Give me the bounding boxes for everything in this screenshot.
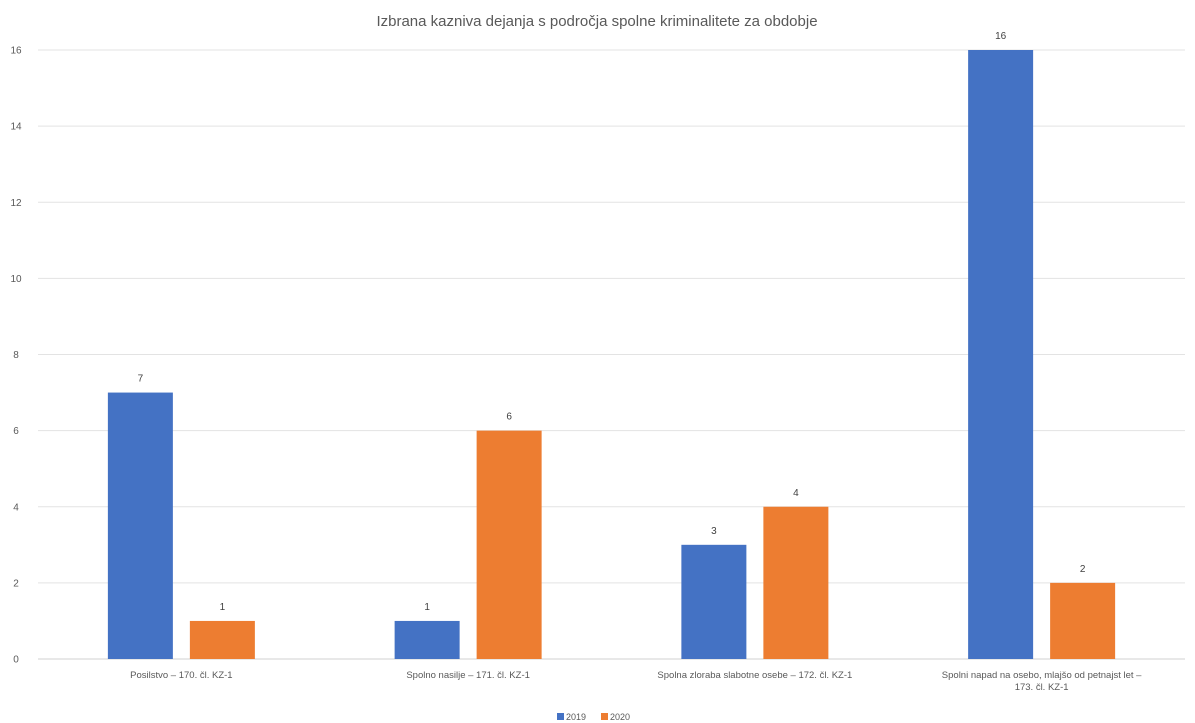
y-tick-label: 14 — [10, 122, 22, 133]
y-tick-label: 6 — [13, 426, 19, 437]
data-label-2020-4: 2 — [1080, 564, 1086, 575]
data-label-2019-2: 1 — [424, 602, 430, 613]
legend-label: 2020 — [610, 712, 630, 722]
y-tick-label: 12 — [10, 198, 22, 209]
y-tick-label: 4 — [13, 502, 19, 513]
bar-2019-1 — [107, 392, 173, 659]
data-label-2019-1: 7 — [138, 374, 144, 385]
bar-2020-4 — [1050, 582, 1116, 659]
x-category-label: Spolna zloraba slabotne osebe – 172. čl.… — [657, 670, 852, 681]
data-label-2019-3: 3 — [711, 526, 717, 537]
bar-2020-2 — [476, 430, 542, 659]
bar-2019-2 — [394, 620, 460, 659]
data-label-2020-2: 6 — [506, 412, 512, 423]
legend: 2019 2020 — [557, 712, 630, 722]
chart-title: Izbrana kazniva dejanja s področja spoln… — [376, 13, 817, 30]
y-axis-ticks: 0 2 4 6 8 10 12 14 16 — [10, 46, 22, 666]
y-tick-label: 8 — [13, 350, 19, 361]
bar-2019-4 — [968, 50, 1034, 659]
x-category-label: Posilstvo – 170. čl. KZ-1 — [130, 670, 232, 681]
data-label-2020-3: 4 — [793, 488, 799, 499]
legend-swatch — [601, 713, 608, 720]
bar-2020-3 — [763, 506, 829, 659]
y-tick-label: 10 — [10, 274, 22, 285]
x-category-label: Spolni napad na osebo, mlajšo od petnajs… — [942, 670, 1142, 693]
data-label-2019-4: 16 — [995, 31, 1007, 42]
bars — [107, 50, 1116, 659]
bar-2019-3 — [681, 544, 747, 659]
data-label-2020-1: 1 — [220, 602, 226, 613]
legend-item-2020: 2020 — [601, 712, 630, 722]
y-tick-label: 16 — [10, 46, 22, 57]
legend-item-2019: 2019 — [557, 712, 586, 722]
gridlines — [38, 49, 1185, 660]
y-tick-label: 0 — [13, 655, 19, 666]
legend-swatch — [557, 713, 564, 720]
legend-label: 2019 — [566, 712, 586, 722]
bar-2020-1 — [189, 620, 255, 659]
x-axis-category-labels: Posilstvo – 170. čl. KZ-1 Spolno nasilje … — [130, 670, 1142, 693]
x-category-label: Spolno nasilje – 171. čl. KZ-1 — [406, 670, 530, 681]
y-tick-label: 2 — [13, 578, 19, 589]
